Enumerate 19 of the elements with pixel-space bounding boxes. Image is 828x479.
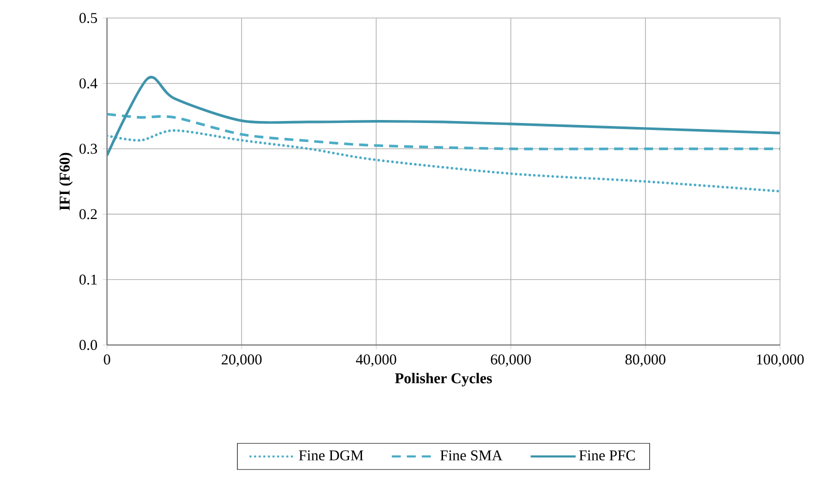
line-series: [107, 112, 780, 150]
legend-label: Fine SMA: [440, 450, 502, 460]
y-tick-label: 0.1: [79, 274, 97, 285]
y-tick-label: 0.4: [79, 78, 98, 88]
legend-label: Fine PFC: [579, 450, 635, 460]
legend-label: Fine DGM: [298, 450, 364, 460]
y-tick-label: 0.5: [79, 12, 97, 24]
y-tick-label: 0.0: [79, 340, 98, 350]
line-series: [107, 129, 780, 193]
x-tick-label: 40,000: [356, 354, 396, 367]
x-tick-label: 60,000: [490, 354, 531, 367]
x-axis-title: Polisher Cycles: [394, 372, 492, 386]
y-axis-title: IFI (F60): [59, 152, 73, 210]
x-tick-label: 0: [104, 354, 110, 364]
y-tick-label: 0.2: [79, 209, 97, 220]
y-tick-label: 0.3: [79, 144, 97, 154]
x-tick-label: 80,000: [625, 354, 666, 367]
x-tick-label: 20,000: [222, 354, 262, 367]
x-tick-label: 100,000: [757, 354, 804, 367]
